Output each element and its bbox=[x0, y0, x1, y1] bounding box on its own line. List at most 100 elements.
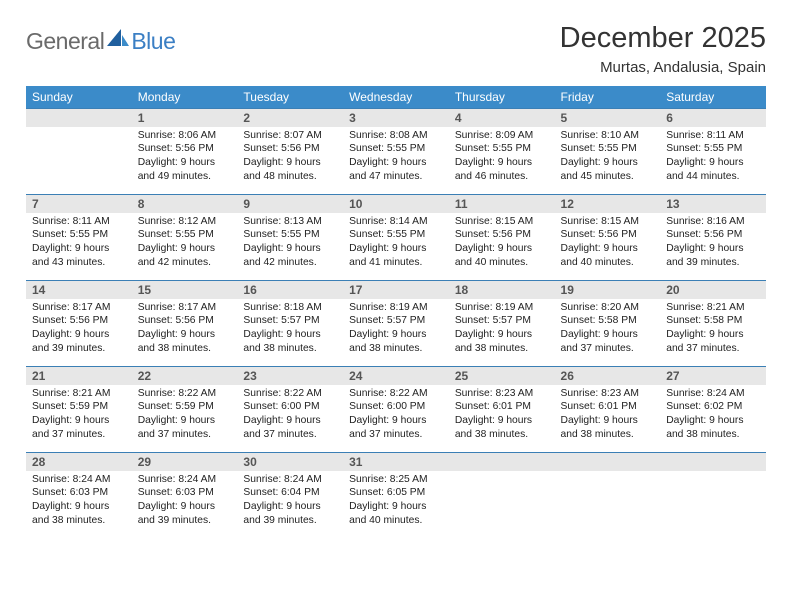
day-number: 7 bbox=[26, 195, 132, 213]
sunset-line: Sunset: 5:56 PM bbox=[243, 142, 337, 156]
daylight-line: Daylight: 9 hours and 40 minutes. bbox=[455, 242, 549, 270]
day-number: 31 bbox=[343, 453, 449, 471]
sunset-line: Sunset: 5:56 PM bbox=[561, 228, 655, 242]
sunset-line: Sunset: 5:58 PM bbox=[561, 314, 655, 328]
day-number: 29 bbox=[132, 453, 238, 471]
day-cell: Sunrise: 8:23 AMSunset: 6:01 PMDaylight:… bbox=[555, 385, 661, 453]
daylight-line: Daylight: 9 hours and 40 minutes. bbox=[561, 242, 655, 270]
sunset-line: Sunset: 6:03 PM bbox=[32, 486, 126, 500]
day-cell bbox=[660, 471, 766, 539]
day-cell: Sunrise: 8:08 AMSunset: 5:55 PMDaylight:… bbox=[343, 127, 449, 195]
sunset-line: Sunset: 5:55 PM bbox=[666, 142, 760, 156]
sunset-line: Sunset: 5:55 PM bbox=[561, 142, 655, 156]
day-content-row: Sunrise: 8:11 AMSunset: 5:55 PMDaylight:… bbox=[26, 213, 766, 281]
day-cell: Sunrise: 8:15 AMSunset: 5:56 PMDaylight:… bbox=[555, 213, 661, 281]
sunset-line: Sunset: 5:56 PM bbox=[666, 228, 760, 242]
location: Murtas, Andalusia, Spain bbox=[560, 59, 766, 76]
day-number: 23 bbox=[237, 367, 343, 385]
day-number-row: 21222324252627 bbox=[26, 367, 766, 385]
sunrise-line: Sunrise: 8:15 AM bbox=[561, 215, 655, 229]
daylight-line: Daylight: 9 hours and 39 minutes. bbox=[32, 328, 126, 356]
sunrise-line: Sunrise: 8:23 AM bbox=[561, 387, 655, 401]
sunrise-line: Sunrise: 8:11 AM bbox=[32, 215, 126, 229]
sunrise-line: Sunrise: 8:22 AM bbox=[349, 387, 443, 401]
sunset-line: Sunset: 5:58 PM bbox=[666, 314, 760, 328]
sunset-line: Sunset: 5:56 PM bbox=[455, 228, 549, 242]
daylight-line: Daylight: 9 hours and 38 minutes. bbox=[349, 328, 443, 356]
day-cell: Sunrise: 8:20 AMSunset: 5:58 PMDaylight:… bbox=[555, 299, 661, 367]
day-number: 18 bbox=[449, 281, 555, 299]
logo-text-blue: Blue bbox=[131, 28, 175, 55]
day-cell: Sunrise: 8:22 AMSunset: 6:00 PMDaylight:… bbox=[343, 385, 449, 453]
sunset-line: Sunset: 5:57 PM bbox=[349, 314, 443, 328]
sunset-line: Sunset: 5:55 PM bbox=[243, 228, 337, 242]
weekday-header: Tuesday bbox=[237, 86, 343, 109]
day-number: 30 bbox=[237, 453, 343, 471]
day-number: 5 bbox=[555, 109, 661, 127]
day-number: 12 bbox=[555, 195, 661, 213]
sunset-line: Sunset: 6:05 PM bbox=[349, 486, 443, 500]
day-number-row: 123456 bbox=[26, 109, 766, 127]
day-number-row: 14151617181920 bbox=[26, 281, 766, 299]
day-cell: Sunrise: 8:17 AMSunset: 5:56 PMDaylight:… bbox=[26, 299, 132, 367]
daylight-line: Daylight: 9 hours and 45 minutes. bbox=[561, 156, 655, 184]
sunrise-line: Sunrise: 8:11 AM bbox=[666, 129, 760, 143]
day-cell: Sunrise: 8:19 AMSunset: 5:57 PMDaylight:… bbox=[343, 299, 449, 367]
title-block: December 2025 Murtas, Andalusia, Spain bbox=[560, 22, 766, 76]
daylight-line: Daylight: 9 hours and 42 minutes. bbox=[138, 242, 232, 270]
day-number: 20 bbox=[660, 281, 766, 299]
day-number: 14 bbox=[26, 281, 132, 299]
sunrise-line: Sunrise: 8:19 AM bbox=[349, 301, 443, 315]
sunrise-line: Sunrise: 8:18 AM bbox=[243, 301, 337, 315]
sunrise-line: Sunrise: 8:06 AM bbox=[138, 129, 232, 143]
header: General Blue December 2025 Murtas, Andal… bbox=[26, 22, 766, 76]
day-cell: Sunrise: 8:24 AMSunset: 6:03 PMDaylight:… bbox=[132, 471, 238, 539]
sunset-line: Sunset: 6:03 PM bbox=[138, 486, 232, 500]
day-number: 21 bbox=[26, 367, 132, 385]
sunset-line: Sunset: 5:55 PM bbox=[455, 142, 549, 156]
day-number: 4 bbox=[449, 109, 555, 127]
sunset-line: Sunset: 5:55 PM bbox=[349, 142, 443, 156]
day-cell: Sunrise: 8:13 AMSunset: 5:55 PMDaylight:… bbox=[237, 213, 343, 281]
sunrise-line: Sunrise: 8:17 AM bbox=[32, 301, 126, 315]
day-cell: Sunrise: 8:10 AMSunset: 5:55 PMDaylight:… bbox=[555, 127, 661, 195]
sunset-line: Sunset: 5:55 PM bbox=[32, 228, 126, 242]
day-number bbox=[660, 453, 766, 471]
daylight-line: Daylight: 9 hours and 38 minutes. bbox=[32, 500, 126, 528]
day-cell: Sunrise: 8:22 AMSunset: 5:59 PMDaylight:… bbox=[132, 385, 238, 453]
day-cell: Sunrise: 8:21 AMSunset: 5:59 PMDaylight:… bbox=[26, 385, 132, 453]
daylight-line: Daylight: 9 hours and 48 minutes. bbox=[243, 156, 337, 184]
daylight-line: Daylight: 9 hours and 40 minutes. bbox=[349, 500, 443, 528]
sunset-line: Sunset: 5:59 PM bbox=[138, 400, 232, 414]
day-number: 28 bbox=[26, 453, 132, 471]
weekday-header: Sunday bbox=[26, 86, 132, 109]
daylight-line: Daylight: 9 hours and 37 minutes. bbox=[243, 414, 337, 442]
day-cell: Sunrise: 8:12 AMSunset: 5:55 PMDaylight:… bbox=[132, 213, 238, 281]
day-cell: Sunrise: 8:21 AMSunset: 5:58 PMDaylight:… bbox=[660, 299, 766, 367]
day-content-row: Sunrise: 8:17 AMSunset: 5:56 PMDaylight:… bbox=[26, 299, 766, 367]
sunset-line: Sunset: 5:55 PM bbox=[349, 228, 443, 242]
day-number: 22 bbox=[132, 367, 238, 385]
day-number: 10 bbox=[343, 195, 449, 213]
day-number: 13 bbox=[660, 195, 766, 213]
day-cell: Sunrise: 8:17 AMSunset: 5:56 PMDaylight:… bbox=[132, 299, 238, 367]
sunrise-line: Sunrise: 8:09 AM bbox=[455, 129, 549, 143]
daylight-line: Daylight: 9 hours and 37 minutes. bbox=[666, 328, 760, 356]
logo-text-general: General bbox=[26, 28, 104, 55]
day-number: 26 bbox=[555, 367, 661, 385]
daylight-line: Daylight: 9 hours and 39 minutes. bbox=[243, 500, 337, 528]
day-number: 24 bbox=[343, 367, 449, 385]
day-cell: Sunrise: 8:11 AMSunset: 5:55 PMDaylight:… bbox=[660, 127, 766, 195]
sunrise-line: Sunrise: 8:22 AM bbox=[138, 387, 232, 401]
daylight-line: Daylight: 9 hours and 37 minutes. bbox=[561, 328, 655, 356]
day-content-row: Sunrise: 8:21 AMSunset: 5:59 PMDaylight:… bbox=[26, 385, 766, 453]
sunset-line: Sunset: 6:02 PM bbox=[666, 400, 760, 414]
day-cell bbox=[449, 471, 555, 539]
daylight-line: Daylight: 9 hours and 38 minutes. bbox=[666, 414, 760, 442]
sunrise-line: Sunrise: 8:14 AM bbox=[349, 215, 443, 229]
day-number: 9 bbox=[237, 195, 343, 213]
day-number: 19 bbox=[555, 281, 661, 299]
day-cell: Sunrise: 8:25 AMSunset: 6:05 PMDaylight:… bbox=[343, 471, 449, 539]
sunset-line: Sunset: 6:01 PM bbox=[561, 400, 655, 414]
daylight-line: Daylight: 9 hours and 39 minutes. bbox=[138, 500, 232, 528]
